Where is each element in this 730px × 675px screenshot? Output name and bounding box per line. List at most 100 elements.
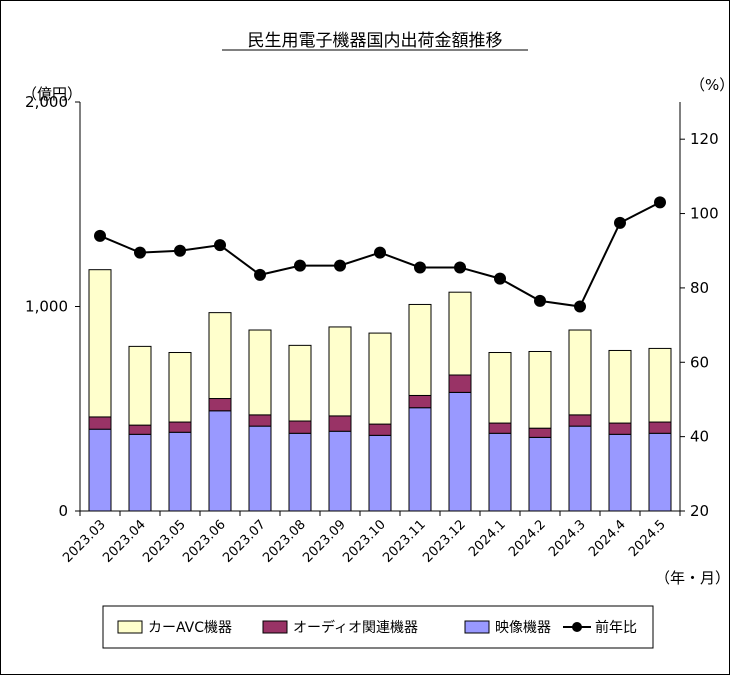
x-tick-label: 2023.08 <box>260 517 309 566</box>
x-tick-label: 2023.03 <box>60 517 109 566</box>
yoy-point <box>654 196 666 209</box>
bar-segment <box>408 303 432 396</box>
yoy-point <box>294 259 306 272</box>
bar-segment <box>208 312 232 400</box>
x-tick-label: 2024.1 <box>466 517 509 560</box>
legend-marker <box>572 622 582 632</box>
bar-segment <box>408 407 432 512</box>
bar-segment <box>208 398 232 412</box>
yoy-point <box>174 244 186 257</box>
bar-segment <box>408 394 432 409</box>
bar-segment <box>288 432 312 512</box>
legend-label: オーディオ関連機器 <box>293 619 418 636</box>
yoy-point <box>534 294 546 307</box>
legend-box <box>102 605 654 649</box>
bar-segment <box>568 425 592 512</box>
y-right-tick-label: 120 <box>690 130 719 148</box>
x-tick-label: 2023.07 <box>220 517 269 566</box>
bar-segment <box>368 423 392 436</box>
bar-segment <box>568 414 592 427</box>
bar-segment <box>248 414 272 427</box>
bar-segment <box>208 410 232 512</box>
legend-swatch <box>262 620 288 634</box>
legend-swatch <box>117 620 143 634</box>
bar-segment <box>328 415 352 432</box>
y-right-tick-label: 100 <box>690 205 719 223</box>
y-left-tick-label: 2,000 <box>25 93 68 111</box>
bar-segment <box>648 432 672 512</box>
yoy-point <box>414 261 426 274</box>
bar-segment <box>528 427 552 438</box>
x-tick-label: 2023.12 <box>420 517 469 566</box>
yoy-point <box>254 268 266 281</box>
bar-segment <box>88 428 112 512</box>
plot-area: 01,0002,000204060801001202023.032023.042… <box>25 93 719 566</box>
bar-segment <box>488 432 512 512</box>
y-right-tick-label: 40 <box>690 428 709 446</box>
yoy-point <box>94 229 106 242</box>
bar-segment <box>368 434 392 512</box>
bar-segment <box>568 329 592 416</box>
bar-segment <box>528 350 552 429</box>
bar-segment <box>288 344 312 422</box>
bar-segment <box>88 269 112 418</box>
x-tick-label: 2024.4 <box>586 517 629 560</box>
bar-segment <box>328 326 352 417</box>
y-left-axis-label: （億円） <box>22 85 82 103</box>
yoy-point <box>494 272 506 285</box>
x-tick-label: 2023.10 <box>340 517 389 566</box>
bar-segment <box>168 421 192 433</box>
y-right-tick-label: 80 <box>690 279 709 297</box>
x-tick-label: 2023.06 <box>180 517 229 566</box>
legend-label: カーAVC機器 <box>148 620 232 636</box>
yoy-point <box>214 239 226 252</box>
bar-segment <box>608 349 632 424</box>
y-right-axis-label: （%） <box>690 76 730 94</box>
bar-segment <box>328 430 352 512</box>
legend: カーAVC機器 オーディオ関連機器 映像機器 前年比 <box>102 605 654 649</box>
bar-segment <box>528 436 552 512</box>
x-tick-label: 2023.11 <box>380 517 429 566</box>
bar-segment <box>128 424 152 435</box>
y-left-tick-label: 0 <box>58 502 68 520</box>
bar-segment <box>168 352 192 423</box>
legend-label: 前年比 <box>595 619 637 636</box>
yoy-point <box>454 261 466 274</box>
yoy-point <box>374 246 386 259</box>
x-tick-label: 2024.3 <box>546 517 589 560</box>
y-right-tick-label: 60 <box>690 353 709 371</box>
bar-segment <box>128 345 152 426</box>
x-tick-label: 2024.5 <box>626 517 669 560</box>
bar-segment <box>88 416 112 430</box>
bar-segment <box>448 374 472 393</box>
bar-segment <box>248 425 272 512</box>
bar-segment <box>248 329 272 416</box>
bar-segment <box>288 420 312 434</box>
yoy-point <box>334 259 346 272</box>
chart-title: 民生用電子機器国内出荷金額推移 <box>248 31 503 51</box>
bar-segment <box>608 422 632 435</box>
yoy-point <box>614 216 626 229</box>
bar-segment <box>648 347 672 423</box>
x-tick-label: 2024.2 <box>506 517 549 560</box>
bar-segment <box>448 391 472 512</box>
x-tick-label: 2023.04 <box>100 517 149 566</box>
x-tick-label: 2023.05 <box>140 517 189 566</box>
bar-segment <box>488 422 512 434</box>
y-right-tick-label: 20 <box>690 502 709 520</box>
x-tick-label: 2023.09 <box>300 517 349 566</box>
yoy-point <box>574 300 586 313</box>
legend-swatch <box>464 620 490 634</box>
legend-label: 映像機器 <box>495 620 551 636</box>
y-left-tick-label: 1,000 <box>25 298 68 316</box>
bar-segment <box>368 332 392 425</box>
bar-segment <box>128 433 152 512</box>
bar-segment <box>608 433 632 512</box>
bar-segment <box>488 352 512 424</box>
bar-segment <box>448 291 472 376</box>
bar-segment <box>168 431 192 512</box>
bar-segment <box>648 421 672 434</box>
x-unit-label: （年・月） <box>655 569 730 587</box>
